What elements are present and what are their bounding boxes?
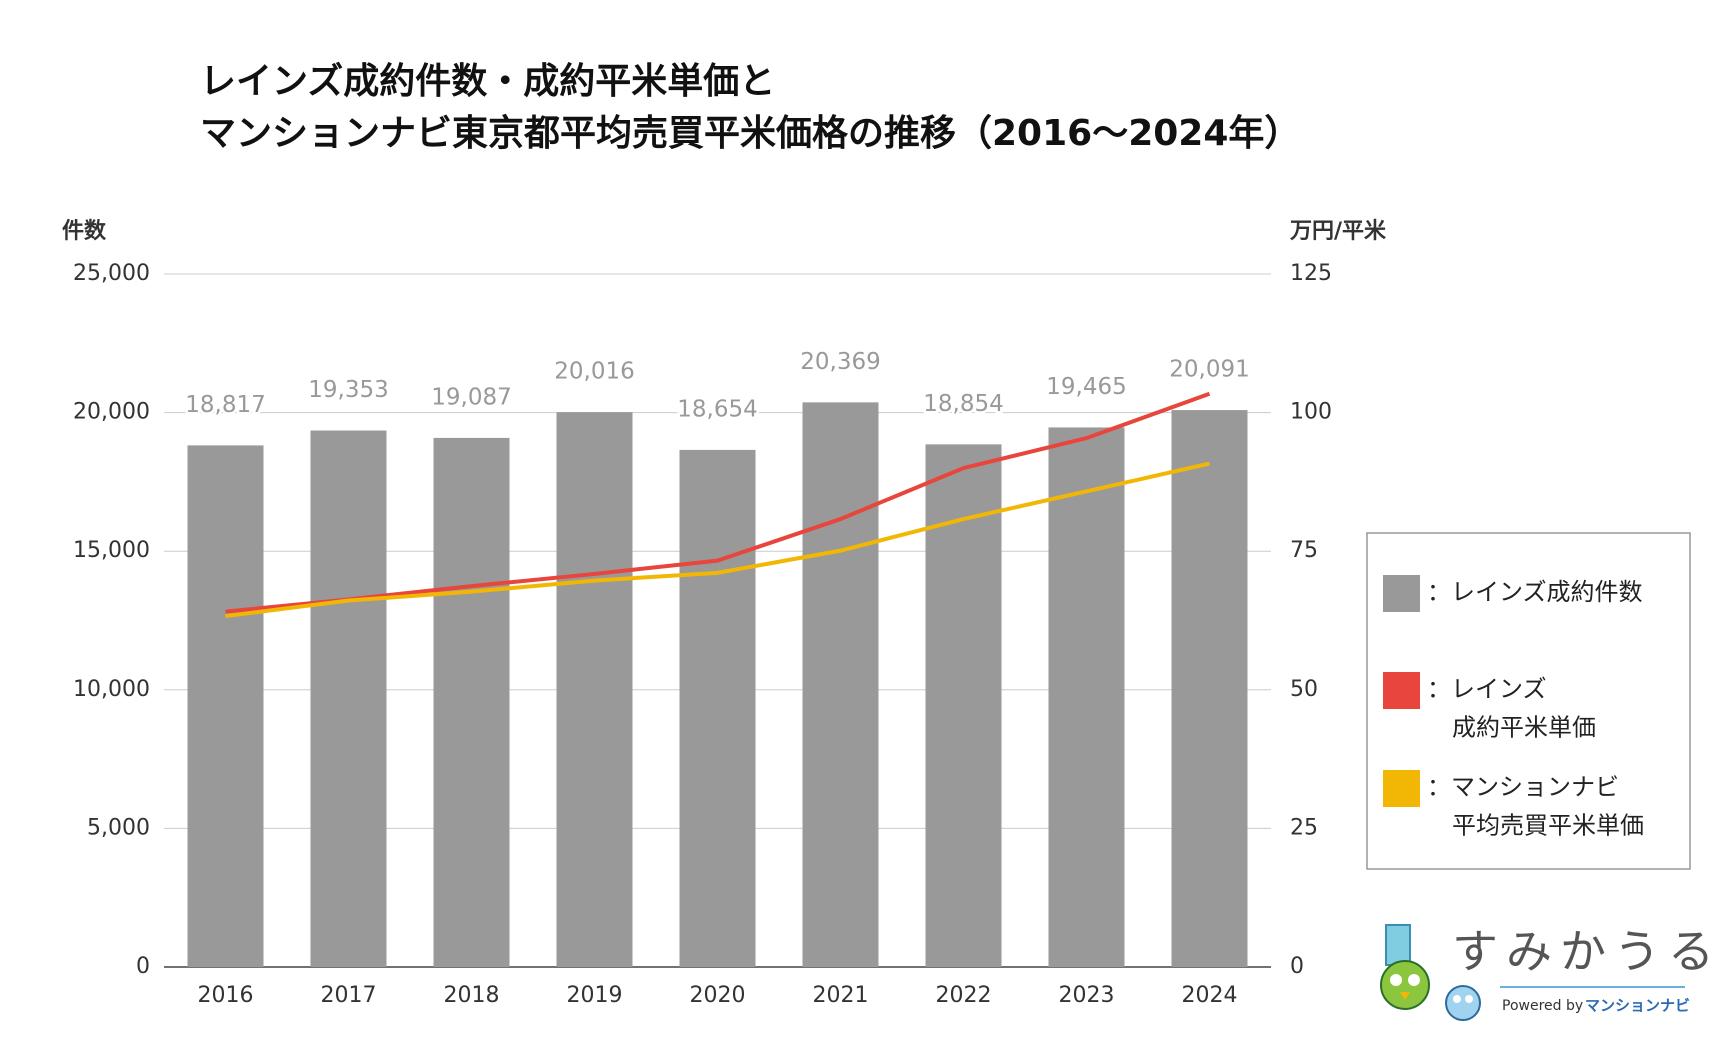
y-tick-label: 25,000 [73,261,150,286]
x-tick-label: 2022 [936,983,992,1008]
x-tick-label: 2017 [321,983,377,1008]
data-label: 19,353 [308,377,388,403]
logo-powered: Powered by [1502,998,1583,1014]
bar [1171,410,1248,967]
data-label: 20,016 [554,359,634,385]
bar [925,444,1002,967]
bar [1048,427,1125,968]
legend-box [1366,532,1691,870]
data-label: 18,817 [185,392,265,418]
y-tick-label: 0 [136,954,150,979]
legend-label: ：マンションナビ平均売買平米単価 [1427,773,1644,839]
x-tick-label: 2019 [567,983,623,1008]
data-label: 20,091 [1169,357,1249,383]
logo-brand: マンションナビ [1585,997,1690,1015]
legend-swatch [1383,672,1420,709]
data-label: 19,087 [431,384,511,410]
x-tick-label: 2020 [690,983,746,1008]
y2-axis-label: 万円/平米 [1289,219,1387,244]
logo-icon [1380,924,1685,1021]
y2-tick-label: 25 [1290,815,1318,840]
x-tick-label: 2021 [813,983,869,1008]
legend-swatch [1383,575,1420,612]
y2-tick-label: 75 [1290,538,1318,563]
line [225,391,1211,614]
y2-tick-label: 100 [1290,400,1332,425]
x-tick-label: 2016 [198,983,254,1008]
legend-swatch [1383,770,1420,807]
data-label: 20,369 [800,349,880,375]
y-tick-label: 20,000 [73,400,150,425]
bar [433,437,510,968]
x-tick-label: 2024 [1182,983,1238,1008]
chart-title: レインズ成約件数・成約平米単価とマンションナビ東京都平均売買平米価格の推移（20… [200,60,1300,154]
legend-label: ：レインズ成約件数 [1427,578,1643,606]
bar [679,449,756,967]
bar [556,412,633,967]
data-label: 18,854 [923,391,1003,417]
legend-label: ：レインズ成約平米単価 [1427,675,1596,741]
y2-tick-label: 125 [1290,261,1332,286]
x-tick-label: 2018 [444,983,500,1008]
bar [310,430,387,967]
data-label: 19,465 [1046,374,1126,400]
y-tick-label: 15,000 [73,538,150,563]
x-tick-label: 2023 [1059,983,1115,1008]
line [225,461,1210,619]
bar [187,445,264,967]
data-label: 18,654 [677,396,757,422]
y2-tick-label: 0 [1290,954,1304,979]
y-axis-label: 件数 [62,218,107,244]
y-tick-label: 5,000 [87,815,150,840]
y2-tick-label: 50 [1290,677,1318,702]
y-tick-label: 10,000 [73,677,150,702]
logo-name: すみかうる [1452,925,1722,979]
bar [802,402,879,967]
